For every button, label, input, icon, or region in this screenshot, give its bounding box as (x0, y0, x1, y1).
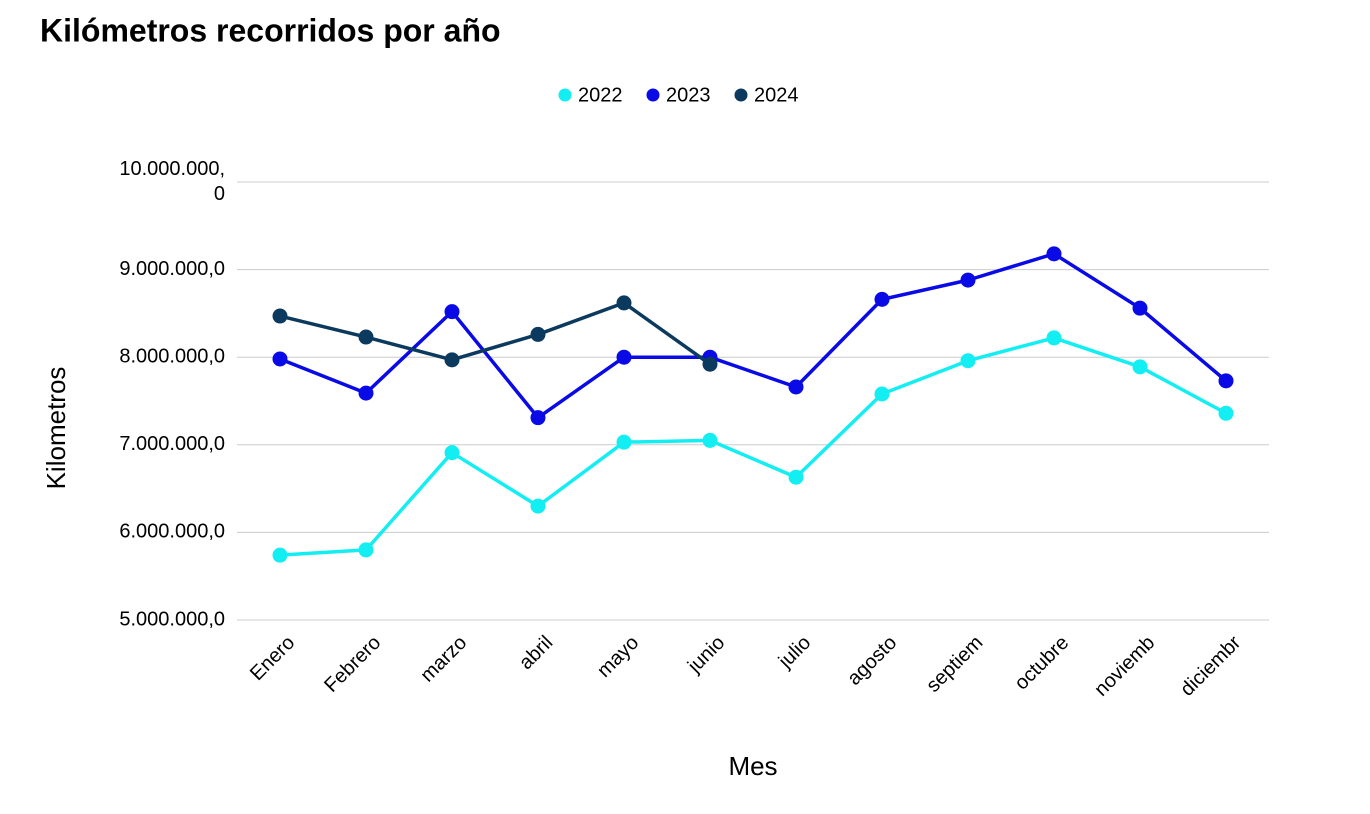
data-point (444, 445, 460, 461)
x-axis-title: Mes (728, 751, 777, 781)
x-tick-label: agosto (843, 632, 901, 690)
y-tick-label: 10.000.000, 0 (119, 158, 225, 205)
data-point (788, 379, 804, 395)
x-tick-label: Febrero (320, 632, 385, 697)
data-point (874, 386, 890, 402)
data-point (616, 295, 632, 311)
data-point (1218, 373, 1234, 389)
data-point (272, 351, 288, 367)
x-tick-label: julio (774, 632, 815, 673)
x-tick-label: junio (683, 632, 729, 678)
y-tick-label: 9.000.000,0 (119, 258, 225, 280)
data-point (616, 434, 632, 450)
legend-marker (558, 88, 572, 102)
data-point (272, 547, 288, 563)
x-tick-label: mayo (593, 632, 643, 682)
data-point (960, 272, 976, 288)
data-point (1046, 246, 1062, 262)
data-point (530, 326, 546, 342)
y-tick-label: 5.000.000,0 (119, 608, 225, 630)
data-point (530, 410, 546, 426)
data-point (358, 385, 374, 401)
y-tick-label: 8.000.000,0 (119, 345, 225, 367)
chart-title: Kilómetros recorridos por año (40, 12, 501, 48)
data-point (272, 308, 288, 324)
data-point (1132, 359, 1148, 375)
legend-label: 2024 (754, 84, 799, 106)
series-line (279, 301, 712, 366)
series-line (279, 336, 1227, 557)
data-point (702, 356, 718, 372)
data-point (788, 469, 804, 485)
y-tick-label: 6.000.000,0 (119, 521, 225, 543)
x-tick-label: Enero (246, 632, 299, 685)
x-tick-label: abril (515, 632, 557, 674)
legend-marker (646, 88, 660, 102)
series-line (279, 252, 1228, 420)
x-tick-label: marzo (416, 632, 471, 687)
data-point (444, 304, 460, 320)
y-tick-label: 7.000.000,0 (119, 433, 225, 455)
data-point (444, 352, 460, 368)
data-point (1046, 330, 1062, 346)
x-tick-label: noviemb (1090, 632, 1159, 701)
x-tick-label: septiem (922, 632, 987, 697)
data-point (530, 498, 546, 514)
data-point (874, 291, 890, 307)
data-point (702, 432, 718, 448)
x-tick-label: octubre (1011, 632, 1074, 695)
data-point (960, 353, 976, 369)
y-tick-label-line: 0 (214, 183, 225, 205)
data-point (358, 542, 374, 558)
data-point (616, 349, 632, 365)
x-tick-label: diciembr (1176, 631, 1245, 700)
legend-label: 2023 (666, 84, 711, 106)
data-point (358, 329, 374, 345)
data-point (1132, 300, 1148, 316)
data-point (1218, 405, 1234, 421)
y-axis-title: Kilometros (41, 367, 71, 490)
y-tick-label-line: 10.000.000, (119, 158, 225, 180)
legend-label: 2022 (578, 84, 623, 106)
legend-marker (734, 88, 748, 102)
